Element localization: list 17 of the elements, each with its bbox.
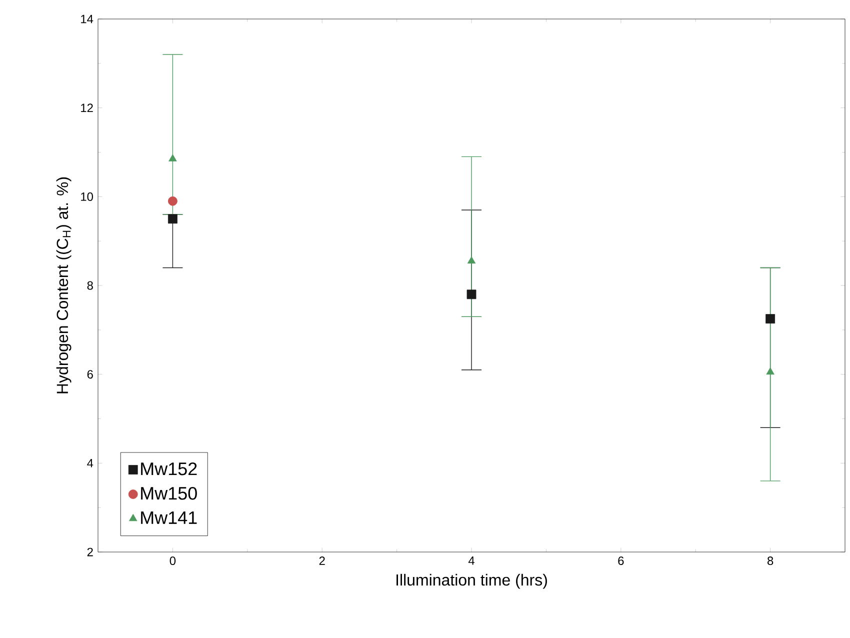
- x-tick-label: 8: [767, 556, 774, 566]
- x-tick-label: 0: [170, 556, 176, 566]
- legend-label: Mw141: [141, 511, 197, 524]
- y-tick-label: 4: [87, 459, 94, 468]
- y-axis-title: Hydrogen Content ((C$_{H}$) at. %): [56, 177, 72, 394]
- y-tick-label: 6: [87, 370, 93, 379]
- legend-label: Mw152: [141, 462, 197, 476]
- x-axis-title: Illumination time (hrs): [396, 574, 547, 589]
- y-tick-label: 10: [81, 192, 93, 201]
- x-tick-label: 4: [468, 556, 474, 565]
- y-tick-label: 12: [81, 104, 93, 112]
- x-tick-label: 2: [319, 556, 325, 565]
- y-tick-label: 2: [87, 548, 93, 556]
- legend-label: Mw150: [141, 486, 197, 500]
- x-tick-label: 6: [618, 556, 624, 566]
- y-tick-label: 8: [87, 281, 93, 290]
- y-tick-label: 14: [81, 14, 94, 24]
